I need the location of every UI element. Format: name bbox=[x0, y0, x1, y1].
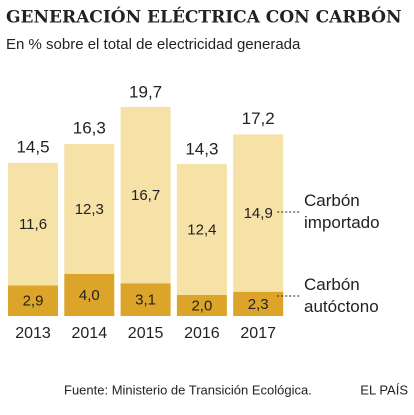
chart-title: GENERACIÓN ELÉCTRICA CON CARBÓN bbox=[6, 7, 401, 28]
x-tick-label: 2013 bbox=[15, 325, 51, 342]
x-tick-label: 2015 bbox=[128, 325, 164, 342]
bar-segment bbox=[64, 273, 115, 316]
x-tick-label: 2016 bbox=[184, 325, 220, 342]
bar-segment bbox=[8, 162, 58, 286]
bar-segment bbox=[120, 283, 171, 316]
value-label: 12,4 bbox=[187, 221, 216, 238]
bar-segment bbox=[233, 134, 284, 292]
bar-segment bbox=[176, 163, 227, 295]
bar-segment bbox=[64, 143, 115, 274]
value-label: 2,3 bbox=[248, 296, 269, 313]
value-label: 14,9 bbox=[244, 205, 273, 222]
bar-segment bbox=[176, 294, 227, 316]
total-label: 14,3 bbox=[185, 139, 218, 158]
legend-label: Carbón autóctono bbox=[304, 275, 379, 316]
credit: EL PAÍS bbox=[360, 382, 408, 397]
legend-label: Carbón importado bbox=[304, 191, 380, 232]
value-label: 3,1 bbox=[135, 292, 156, 309]
x-tick-label: 2014 bbox=[72, 325, 108, 342]
value-label: 12,3 bbox=[75, 201, 104, 218]
bar-segment bbox=[120, 106, 171, 284]
bar-segment bbox=[8, 285, 58, 316]
value-label: 2,9 bbox=[23, 293, 44, 310]
value-label: 16,7 bbox=[131, 187, 160, 204]
bar-segment bbox=[233, 291, 284, 316]
total-label: 17,2 bbox=[242, 109, 275, 128]
total-label: 16,3 bbox=[73, 118, 106, 137]
value-label: 4,0 bbox=[79, 287, 100, 304]
source: Fuente: Ministerio de Transición Ecológi… bbox=[64, 382, 312, 397]
total-label: 14,5 bbox=[16, 137, 49, 156]
x-tick-label: 2017 bbox=[240, 325, 276, 342]
value-label: 2,0 bbox=[191, 297, 212, 314]
value-label: 11,6 bbox=[19, 216, 47, 233]
chart-subtitle: En % sobre el total de electricidad gene… bbox=[6, 36, 301, 53]
total-label: 19,7 bbox=[129, 82, 162, 101]
